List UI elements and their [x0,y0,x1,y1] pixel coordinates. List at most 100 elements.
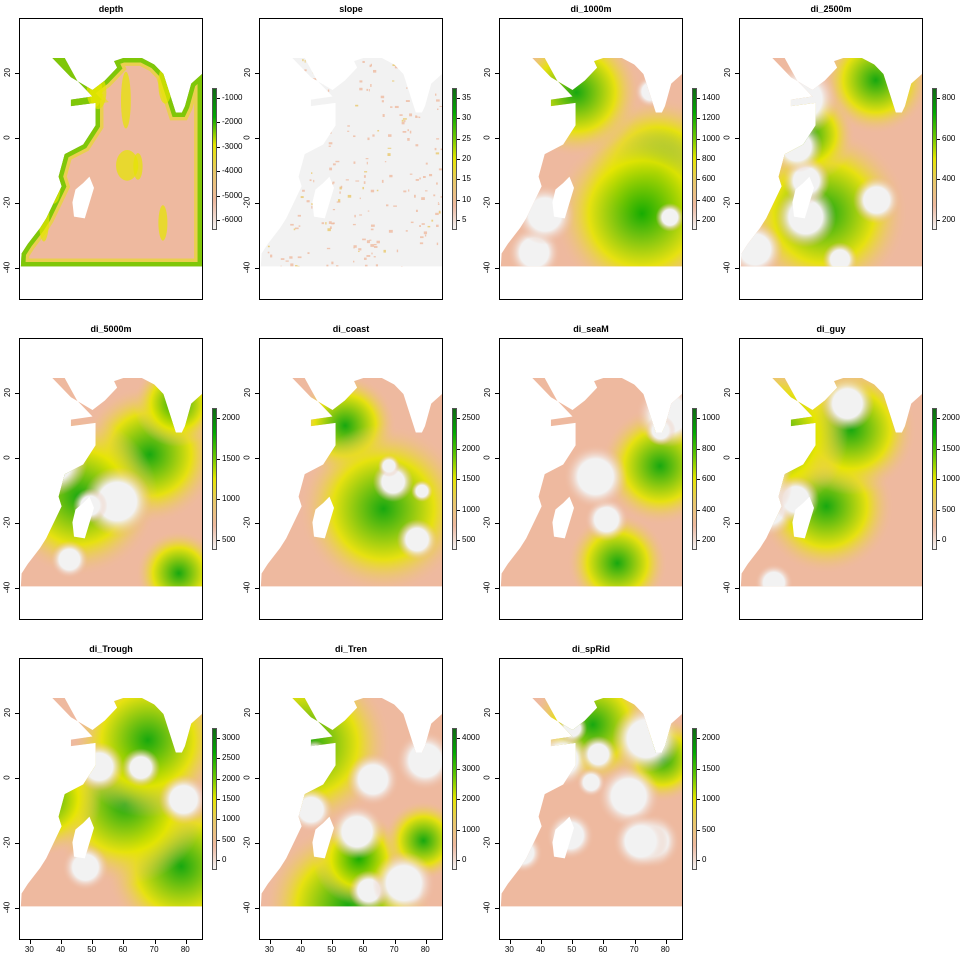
slope-speck [358,250,360,253]
slope-speck [415,209,418,212]
legend-tick-mark [457,509,460,511]
slope-speck [370,189,375,193]
x-tick-mark [665,940,667,944]
legend-tick-mark [457,179,460,181]
map-raster [500,378,682,587]
ridge-blob [83,58,108,84]
legend-tick-mark [937,98,940,99]
legend-tick-label: -6000 [222,215,243,224]
slope-speck [436,108,439,111]
y-tick-label: 20 [242,388,252,398]
slope-speck [437,202,439,204]
legend-tick-mark [217,819,220,821]
slope-speck [331,261,334,265]
slope-speck [280,113,283,115]
slope-speck [327,64,330,66]
y-tick-label: 0 [242,775,252,780]
legend-tick-mark [697,98,700,99]
slope-speck [415,144,419,147]
legend-tick-label: 2000 [462,794,480,803]
slope-speck [438,168,442,171]
y-tick-mark [495,842,499,844]
far-zone [553,125,682,267]
legend-tick-mark [457,220,460,221]
slope-speck [291,108,294,110]
madagascar-land [312,496,334,539]
legend-colorbar [452,408,457,550]
slope-speck [416,116,419,118]
y-tick-label: -20 [242,196,252,209]
slope-speck [420,236,424,239]
legend-tick-label: 500 [462,535,476,544]
y-tick-label: 20 [242,708,252,718]
x-tick-label: 60 [358,945,368,954]
slope-speck [415,178,419,181]
slope-speck [278,157,281,160]
near-zone [612,704,681,773]
y-tick-mark [255,522,259,524]
legend-tick-mark [217,540,220,541]
map-frame [19,338,203,620]
slope-speck [421,197,425,201]
near-zone [634,75,667,108]
slope-speck [403,190,407,193]
y-tick-mark [255,393,259,395]
x-tick-mark [61,940,63,944]
slope-speck [436,182,438,185]
slope-speck [421,223,425,225]
x-tick-label: 70 [389,945,399,954]
legend-tick-mark [457,799,460,800]
slope-speck [362,186,365,190]
slope-speck [286,187,290,190]
slope-speck [267,213,271,217]
legend-tick-mark [937,540,940,541]
slope-speck [285,169,288,173]
legend-tick-mark [937,448,940,450]
x-tick-mark [634,940,636,944]
legend-tick-mark [697,860,700,861]
y-tick-mark [735,393,739,395]
legend-colorbar [212,728,217,870]
slope-speck [276,166,280,169]
near-zone [121,748,161,787]
x-tick-mark [541,940,543,944]
y-tick-mark [255,713,259,715]
map-raster [20,58,202,267]
slope-speck [290,223,294,226]
slope-speck [327,109,329,112]
slope-speck [409,113,413,117]
legend-tick-label: 800 [942,93,956,102]
y-tick-label: 0 [722,135,732,140]
legend-tick-mark [217,738,220,739]
legend-tick-mark [217,839,220,841]
slope-speck [436,138,440,140]
y-tick-mark [15,393,19,395]
y-tick-label: 20 [482,708,492,718]
legend-tick-mark [697,118,700,120]
slope-speck [312,78,317,81]
legend-tick-mark [697,138,700,140]
y-tick-mark [255,587,259,589]
y-tick-label: -40 [242,901,252,913]
panel-title: di_coast [332,324,370,334]
slope-speck [299,146,302,148]
legend-tick-label: 2000 [462,443,480,453]
slope-speck [380,95,385,99]
legend-tick-label: 3000 [222,733,240,742]
y-tick-label: -20 [2,836,12,849]
legend-tick-mark [457,829,460,831]
legend-tick-label: 20 [462,154,471,163]
panel-title: di_5000m [90,324,132,334]
x-tick-mark [185,940,187,944]
legend-tick-mark [217,98,220,99]
legend-tick-mark [697,479,700,480]
slope-speck [435,152,440,155]
y-tick-label: 0 [242,135,252,140]
slope-speck [269,146,272,150]
y-tick-label: 20 [242,68,252,78]
slope-speck [275,63,278,65]
legend-tick-label: 500 [222,834,236,844]
near-zone [396,519,438,560]
slope-speck [371,252,373,255]
slope-speck [399,114,403,116]
